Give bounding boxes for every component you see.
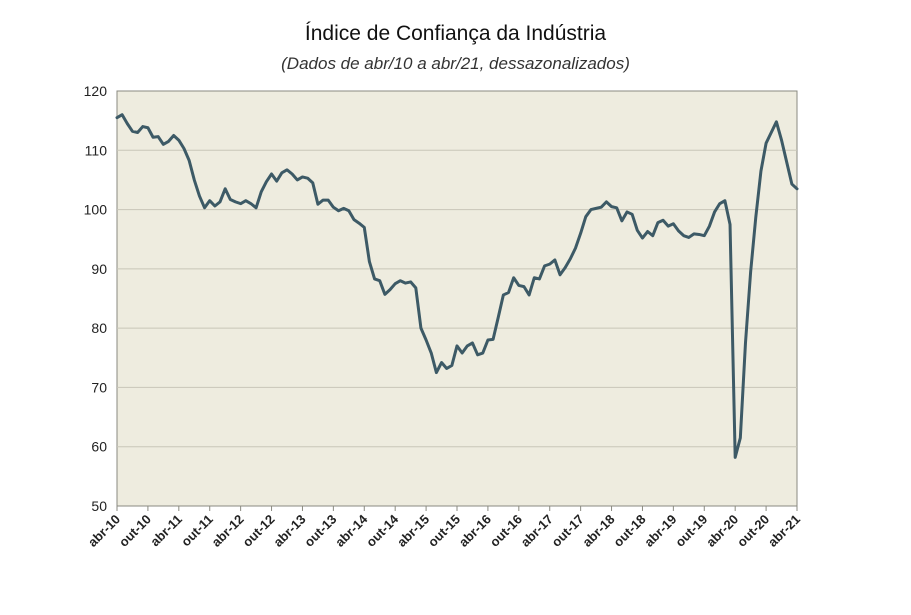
series-line-industria	[115, 113, 799, 459]
y-tick-label: 60	[91, 439, 107, 455]
gridlines	[117, 149, 797, 448]
x-tick-label: out-10	[116, 512, 154, 550]
x-tick-label: out-20	[734, 512, 772, 550]
x-tick-label: abr-16	[456, 512, 494, 550]
x-tick-label: abr-14	[332, 511, 371, 550]
y-tick-label: 80	[91, 320, 107, 336]
y-tick-label: 70	[91, 379, 107, 395]
y-axis: 50 60 70 80 90 100 110 120	[84, 83, 108, 514]
y-tick-label: 100	[84, 202, 108, 218]
y-tick-label: 110	[85, 142, 108, 158]
x-tick-label: out-16	[487, 512, 525, 550]
x-tick-label: abr-21	[765, 512, 803, 550]
x-tick-label: abr-20	[703, 512, 741, 550]
chart-title: Índice de Confiança da Indústria	[304, 22, 607, 45]
x-tick-label: out-12	[239, 512, 277, 550]
y-tick-label: 50	[91, 498, 107, 514]
x-tick-label: out-19	[672, 512, 710, 550]
y-tick-label: 120	[84, 83, 108, 99]
x-tick-label: abr-15	[394, 512, 432, 550]
x-tick-label: out-17	[549, 512, 587, 550]
chart-subtitle: (Dados de abr/10 a abr/21, dessazonaliza…	[281, 54, 630, 73]
x-tick-label: abr-17	[518, 512, 556, 550]
x-tick-label: out-15	[425, 512, 463, 550]
x-axis: abr-10out-10abr-11out-11abr-12out-12abr-…	[85, 506, 803, 550]
x-tick-label: out-13	[301, 512, 339, 550]
y-tick-label: 90	[91, 261, 107, 277]
x-tick-label: abr-18	[579, 512, 617, 550]
x-tick-label: out-11	[178, 512, 216, 550]
plot-area	[116, 90, 798, 507]
x-tick-label: abr-13	[270, 512, 308, 550]
x-tick-label: out-14	[363, 511, 402, 550]
x-tick-label: abr-12	[209, 512, 247, 550]
x-tick-label: abr-10	[85, 512, 123, 550]
x-tick-label: out-18	[610, 512, 648, 550]
x-tick-label: abr-11	[147, 512, 185, 550]
x-tick-label: abr-19	[641, 512, 679, 550]
